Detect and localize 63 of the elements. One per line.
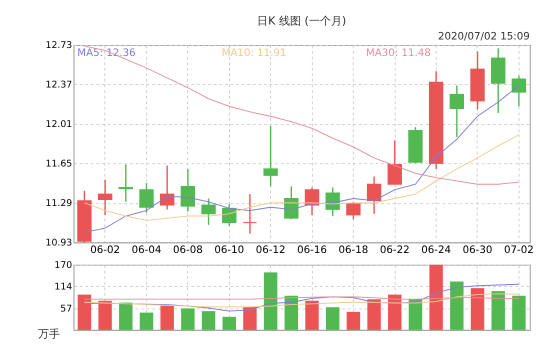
y-tick-label: 12.01	[46, 119, 72, 130]
bar	[181, 308, 195, 330]
bar	[98, 300, 112, 330]
y-tick-label: 57	[60, 303, 72, 314]
chart-title: 日K 线图 (一个月)	[257, 14, 346, 28]
y-tick-label: 12.37	[46, 80, 72, 91]
bar	[450, 282, 464, 330]
y-tick-label: 10.93	[46, 238, 72, 249]
candlestick	[326, 186, 340, 217]
x-tick-label: 06-12	[256, 244, 286, 256]
candlestick	[366, 176, 382, 215]
x-tick-label: 06-08	[172, 244, 203, 256]
candlestick	[450, 84, 464, 138]
text: MA30: 11.48	[366, 47, 431, 60]
x-tick-label: 06-02	[90, 244, 120, 256]
bar	[160, 306, 174, 330]
candlestick	[512, 74, 526, 108]
candlestick	[139, 182, 154, 214]
candlestick	[346, 201, 361, 220]
bar	[119, 302, 133, 330]
bar	[140, 312, 154, 330]
bar	[78, 294, 92, 330]
text: MA10: 11.91	[222, 47, 286, 60]
candlestick	[160, 164, 174, 210]
bar	[470, 288, 484, 330]
y-tick-label: 11.65	[46, 158, 72, 170]
x-tick-label: 07-02	[504, 244, 534, 256]
line-series	[84, 293, 520, 308]
y-tick-label: 114	[54, 281, 72, 292]
candlestick	[242, 193, 258, 234]
y-tick-label: 11.29	[46, 198, 72, 210]
candlestick	[388, 140, 402, 185]
bar	[243, 306, 257, 330]
x-tick-label: 06-16	[297, 244, 327, 256]
x-tick-label: 06-24	[421, 244, 452, 256]
x-tick-label: 06-10	[214, 244, 244, 256]
bar	[388, 294, 402, 330]
bar	[429, 264, 443, 330]
candlestick	[180, 168, 196, 212]
y-axis-title: 万手	[38, 327, 60, 340]
candlestick	[98, 179, 112, 216]
bar	[346, 312, 360, 330]
candlestick	[201, 198, 216, 226]
candlestick	[263, 125, 278, 188]
y-tick-label: 170	[54, 260, 72, 271]
candlestick	[118, 164, 133, 202]
bar	[222, 316, 236, 330]
candlestick	[222, 203, 236, 227]
y-tick-label: 12.73	[46, 40, 72, 52]
text: 2020/07/02 15:09	[438, 30, 530, 42]
bar	[408, 299, 422, 330]
bar	[326, 307, 340, 330]
bar	[367, 299, 381, 330]
x-tick-label: 06-18	[338, 244, 368, 256]
bar	[512, 296, 526, 330]
bar	[305, 300, 319, 330]
bar	[264, 272, 278, 330]
candlestick	[284, 186, 298, 220]
bar	[202, 311, 216, 330]
x-tick-label: 06-04	[132, 244, 162, 256]
x-tick-label: 06-22	[380, 244, 410, 256]
x-tick-label: 06-30	[462, 244, 492, 256]
bar	[491, 291, 505, 330]
